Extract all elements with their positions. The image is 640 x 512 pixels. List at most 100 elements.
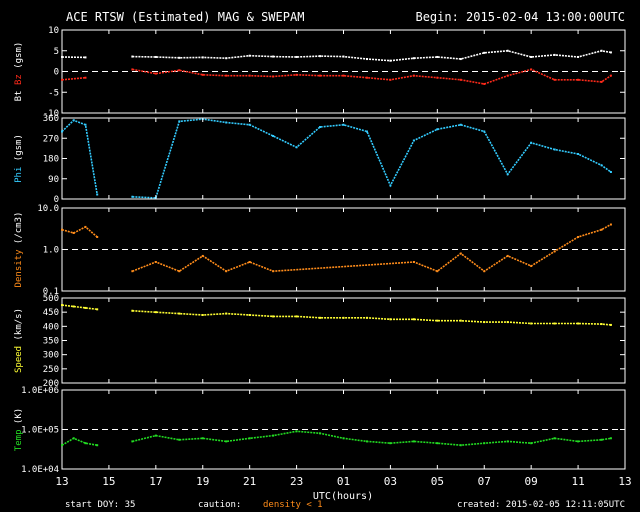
data-point-temp bbox=[61, 444, 63, 447]
data-point-bt bbox=[154, 55, 157, 58]
data-point-speed bbox=[272, 315, 275, 318]
x-tick-label: 13 bbox=[55, 475, 68, 488]
data-point-density bbox=[96, 236, 99, 239]
data-point-phi bbox=[436, 128, 439, 131]
data-point-temp bbox=[483, 442, 486, 445]
created-time: created: 2015-02-05 12:11:05UTC bbox=[457, 500, 625, 510]
y-tick-label: 180 bbox=[43, 155, 59, 165]
data-point-speed bbox=[225, 312, 228, 315]
y-axis-label-part: Bt bbox=[14, 90, 24, 101]
x-tick-label: 15 bbox=[102, 475, 115, 488]
data-point-speed bbox=[553, 322, 556, 325]
y-tick-label: 0 bbox=[54, 195, 59, 205]
x-axis: 13 15 17 19 21 23 01 03 05 07 09 11 13 bbox=[55, 30, 632, 488]
data-point-bz bbox=[248, 74, 251, 77]
density-caution-note: density < 1 bbox=[263, 500, 323, 510]
data-point-speed bbox=[530, 322, 533, 325]
data-point-temp bbox=[201, 437, 204, 440]
data-point-speed bbox=[609, 323, 612, 326]
data-point-temp bbox=[225, 440, 228, 443]
data-point-temp bbox=[365, 440, 368, 443]
data-point-speed bbox=[248, 314, 251, 316]
data-point-density bbox=[506, 254, 509, 257]
data-point-phi bbox=[459, 123, 462, 126]
x-tick-label: 05 bbox=[431, 475, 444, 488]
data-point-speed bbox=[600, 323, 603, 326]
series-line-density bbox=[61, 225, 98, 238]
data-point-bz bbox=[272, 75, 275, 78]
data-point-temp bbox=[131, 440, 134, 443]
data-point-bt bbox=[577, 55, 580, 58]
data-point-temp bbox=[412, 440, 415, 443]
data-point-temp bbox=[600, 438, 603, 441]
y-tick-label: 270 bbox=[43, 134, 59, 144]
data-point-speed bbox=[577, 322, 580, 325]
data-point-bz bbox=[319, 74, 322, 77]
data-point-phi bbox=[530, 141, 533, 144]
y-axis-label-3: Density (/cm3) bbox=[14, 212, 24, 288]
y-tick-label: 450 bbox=[43, 308, 59, 318]
data-point-bt bbox=[553, 53, 556, 56]
data-point-speed bbox=[154, 311, 157, 314]
data-point-speed bbox=[365, 316, 368, 319]
data-point-bz bbox=[365, 76, 368, 79]
data-point-bz bbox=[389, 78, 392, 81]
series-line-temp bbox=[61, 437, 98, 446]
x-axis-label: UTC(hours) bbox=[313, 491, 373, 502]
x-tick-label: 19 bbox=[196, 475, 209, 488]
data-point-bz bbox=[600, 80, 603, 83]
data-point-density bbox=[459, 252, 462, 255]
data-point-temp bbox=[506, 440, 509, 443]
data-point-temp bbox=[609, 437, 612, 440]
data-point-phi bbox=[506, 173, 509, 176]
data-point-density bbox=[201, 254, 204, 257]
data-point-phi bbox=[72, 119, 75, 122]
y-tick-label: 250 bbox=[43, 365, 59, 375]
data-point-bz bbox=[609, 74, 612, 77]
data-point-speed bbox=[319, 316, 322, 319]
data-point-bz bbox=[178, 69, 181, 72]
y-axis-label-part: Temp bbox=[14, 430, 24, 452]
data-point-bt bbox=[61, 55, 63, 58]
data-point-density bbox=[577, 236, 580, 239]
data-point-temp bbox=[459, 444, 462, 447]
y-tick-label: 300 bbox=[43, 351, 59, 361]
data-point-bt bbox=[272, 55, 275, 58]
data-point-bt bbox=[365, 58, 368, 61]
data-point-density bbox=[412, 260, 415, 263]
begin-time: Begin: 2015-02-04 13:00:00UTC bbox=[415, 10, 625, 24]
data-point-temp bbox=[553, 437, 556, 440]
y-tick-label: -10 bbox=[43, 109, 59, 119]
data-point-temp bbox=[84, 442, 87, 445]
y-axis-label-part: Density bbox=[14, 249, 24, 288]
data-point-phi bbox=[483, 130, 486, 133]
data-point-bt bbox=[319, 55, 322, 58]
series-line-phi bbox=[132, 118, 612, 199]
y-axis-label-part: (gsm) bbox=[14, 134, 24, 167]
y-tick-label: 10.0 bbox=[37, 204, 59, 214]
data-point-phi bbox=[577, 153, 580, 155]
chart-title: ACE RTSW (Estimated) MAG & SWEPAM bbox=[66, 10, 304, 24]
series-line-speed bbox=[132, 310, 611, 326]
data-point-bz bbox=[483, 82, 486, 85]
data-point-phi bbox=[272, 135, 275, 137]
y-tick-label: 1.0E+05 bbox=[21, 426, 59, 436]
data-point-density bbox=[553, 250, 556, 253]
y-axis-label-1: Bt Bz (gsm) bbox=[14, 42, 24, 102]
start-doy: start DOY: 35 bbox=[65, 500, 135, 510]
data-point-density bbox=[436, 270, 439, 273]
data-point-phi bbox=[342, 123, 345, 126]
data-point-bz bbox=[530, 68, 533, 71]
y-axis-label-part: (gsm) bbox=[14, 42, 24, 75]
data-point-speed bbox=[483, 321, 486, 324]
data-point-speed bbox=[72, 305, 75, 308]
data-point-bz bbox=[553, 78, 556, 81]
y-tick-label: 0.1 bbox=[43, 287, 59, 297]
data-point-speed bbox=[389, 318, 392, 321]
series-line-bt bbox=[132, 49, 612, 62]
data-point-phi bbox=[319, 126, 322, 128]
data-point-density bbox=[154, 260, 157, 263]
y-tick-label: 1.0E+06 bbox=[21, 386, 59, 396]
